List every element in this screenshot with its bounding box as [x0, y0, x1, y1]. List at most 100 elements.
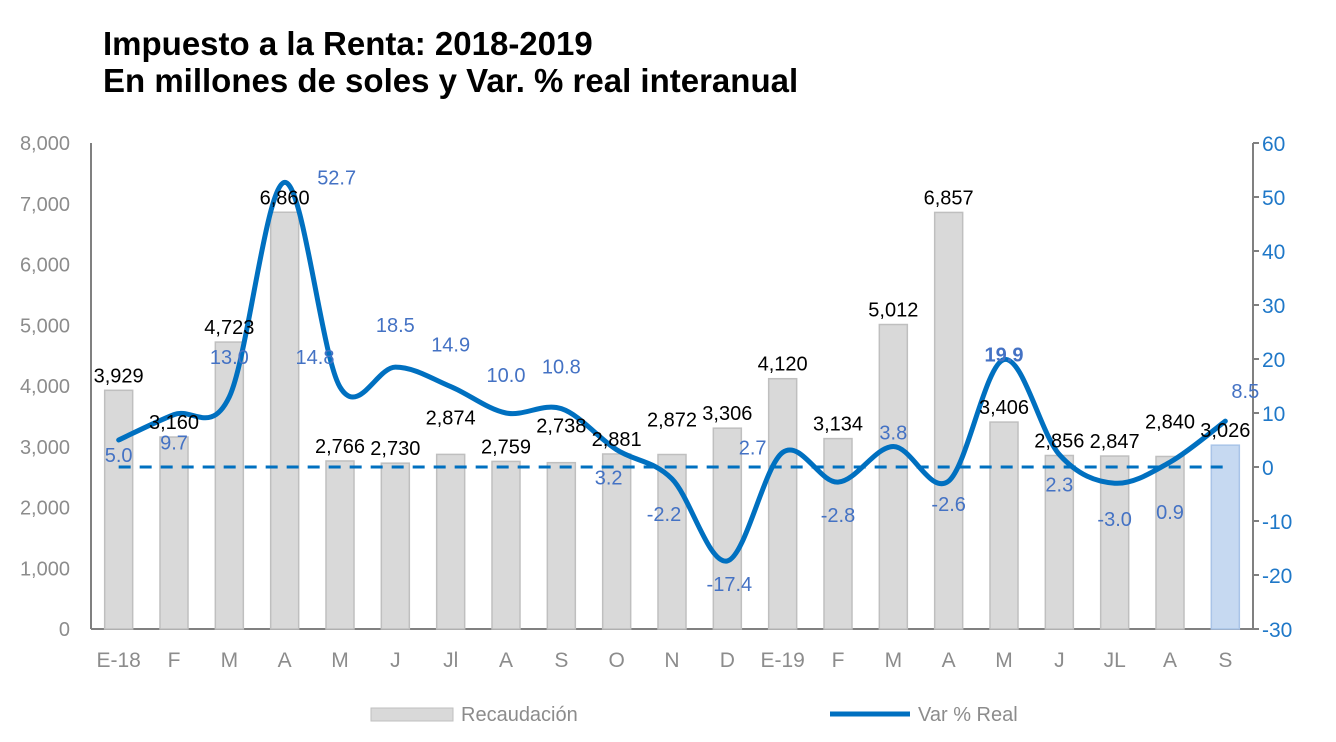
x-axis-tick-label: A	[499, 649, 513, 672]
x-axis-tick-label: JL	[1104, 649, 1126, 672]
line-value-label: 5.0	[105, 445, 133, 467]
bar-value-label: 2,872	[647, 410, 697, 432]
line-value-label: 19.9	[985, 345, 1024, 367]
line-value-label: 3.8	[879, 422, 907, 444]
line-value-label: 18.5	[376, 315, 415, 337]
bar-11	[712, 427, 743, 630]
line-value-label: 10.8	[542, 357, 581, 379]
right-axis-tick-label: 40	[1262, 241, 1285, 264]
bar-value-label: 2,847	[1090, 431, 1140, 453]
left-axis-tick-label: 5,000	[20, 315, 70, 337]
bar-value-label: 2,840	[1145, 411, 1195, 433]
bar-2	[214, 341, 245, 630]
x-axis-tick-label: M	[885, 649, 903, 672]
left-axis-tick-label: 7,000	[20, 194, 70, 216]
x-axis-tick-label: S	[1218, 649, 1232, 672]
line-value-label: 14.9	[431, 335, 470, 357]
x-axis-tick-label: J	[1054, 649, 1065, 672]
bar-8	[546, 461, 577, 630]
bar-value-label: 6,857	[924, 187, 974, 209]
bar-12	[767, 377, 798, 630]
chart-subtitle: En millones de soles y Var. % real inter…	[103, 62, 799, 99]
bar-value-label: 5,012	[868, 300, 918, 322]
x-axis-tick-label: M	[331, 649, 349, 672]
right-axis-tick-label: 50	[1262, 187, 1285, 210]
bar-14	[878, 323, 909, 630]
bar-value-label: 3,134	[813, 414, 863, 436]
bar-value-label: 3,160	[149, 412, 199, 434]
bar-15	[933, 211, 964, 630]
line-value-label: 2.3	[1045, 475, 1073, 497]
bar-19	[1155, 455, 1185, 630]
line-value-label: 52.7	[317, 167, 356, 189]
bar-value-label: 2,766	[315, 436, 365, 458]
bar-13	[823, 437, 853, 630]
bar-value-label: 2,738	[536, 416, 586, 438]
right-axis-tick-label: 60	[1262, 133, 1285, 156]
left-axis-tick-label: 1,000	[20, 558, 70, 580]
left-axis-tick-label: 8,000	[20, 133, 70, 155]
bar-0	[103, 389, 134, 630]
bar-value-label: 3,929	[94, 365, 144, 387]
bar-value-label: 2,730	[370, 438, 420, 460]
x-axis-tick-label: A	[942, 649, 956, 672]
line-value-label: 10.0	[487, 365, 526, 387]
line-value-label: -2.6	[931, 494, 965, 516]
right-axis-tick-label: 0	[1262, 457, 1274, 480]
line-value-label: -2.8	[821, 505, 855, 527]
x-axis-tick-label: D	[720, 649, 735, 672]
right-axis-tick-label: 10	[1262, 403, 1285, 426]
x-axis-tick-label: J	[390, 649, 401, 672]
bar-17	[1044, 454, 1075, 630]
right-axis-tick-label: -30	[1262, 619, 1292, 642]
left-axis-tick-label: 4,000	[20, 376, 70, 398]
bar-value-label: 2,874	[426, 407, 476, 429]
bar-value-label: 2,881	[592, 429, 642, 451]
bar-7	[491, 460, 521, 630]
chart-title: Impuesto a la Renta: 2018-2019	[103, 25, 593, 62]
line-value-label: 13.0	[210, 347, 249, 369]
right-axis-tick-label: -20	[1262, 565, 1292, 588]
x-axis-tick-label: N	[664, 649, 679, 672]
line-value-label: 8.5	[1231, 381, 1259, 403]
x-axis-tick-label: M	[995, 649, 1013, 672]
bar-value-label: 3,306	[702, 403, 752, 425]
legend-line-label: Var % Real	[918, 704, 1018, 726]
right-axis-tick-label: -10	[1262, 511, 1292, 534]
legend-bar-label: Recaudación	[461, 704, 578, 726]
x-axis-tick-label: M	[221, 649, 239, 672]
bar-1	[159, 436, 189, 630]
bar-value-label: 4,723	[204, 317, 254, 339]
bar-value-label: 2,759	[481, 436, 531, 458]
x-axis-tick-label: O	[608, 649, 624, 672]
x-axis-tick-label: E-18	[96, 649, 140, 672]
x-axis-tick-label: E-19	[760, 649, 804, 672]
line-value-label: -17.4	[707, 574, 753, 596]
right-axis-tick-label: 20	[1262, 349, 1285, 372]
bar-6	[435, 453, 466, 630]
line-value-label: 0.9	[1156, 502, 1184, 524]
x-axis-tick-label: A	[278, 649, 292, 672]
bar-20	[1210, 444, 1241, 630]
bar-9	[601, 453, 632, 630]
bar-value-label: 6,860	[260, 187, 310, 209]
line-value-label: -2.2	[647, 504, 681, 526]
bar-value-label: 4,120	[758, 354, 808, 376]
left-axis-tick-label: 3,000	[20, 437, 70, 459]
bar-3	[269, 211, 300, 630]
bar-5	[380, 462, 411, 630]
bar-value-label: 2,856	[1034, 430, 1084, 452]
x-axis-tick-label: F	[832, 649, 845, 672]
line-value-label: 3.2	[595, 468, 623, 490]
line-value-label: -3.0	[1097, 509, 1131, 531]
legend-bar-swatch	[370, 707, 454, 722]
line-value-label: 2.7	[739, 437, 767, 459]
x-axis-tick-label: F	[168, 649, 181, 672]
line-value-label: 9.7	[160, 433, 188, 455]
bar-10	[657, 453, 687, 630]
left-axis-tick-label: 2,000	[20, 498, 70, 520]
bar-value-label: 3,406	[979, 397, 1029, 419]
x-axis-tick-label: S	[554, 649, 568, 672]
bar-16	[989, 421, 1019, 630]
